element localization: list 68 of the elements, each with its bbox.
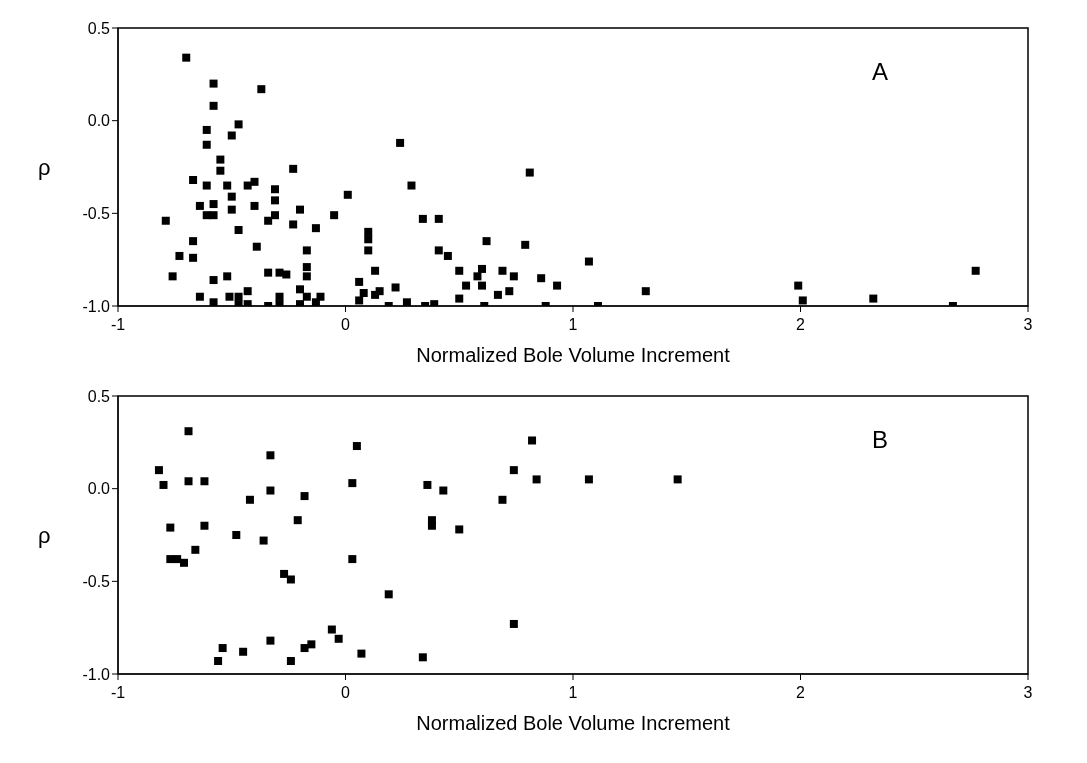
point [191,545,200,554]
point [498,495,507,504]
point [352,442,361,451]
point [154,466,163,475]
x-axis-title: Normalized Bole Volume Increment [416,712,731,734]
point [232,531,241,539]
point [239,647,248,656]
point [266,451,275,460]
x-tick-label: 1 [568,684,578,701]
point [439,486,448,495]
point [455,525,464,534]
x-tick-label: 2 [796,684,806,701]
x-tick-label: 0 [341,684,351,701]
point [532,475,541,484]
point [179,558,188,567]
point [166,523,175,532]
x-tick-label: 3 [1023,684,1033,701]
point [584,475,593,484]
point [280,569,289,578]
point [357,649,366,658]
point [300,492,309,501]
point [327,625,336,634]
point [348,479,357,488]
point [184,477,193,486]
point [245,495,254,504]
point [293,516,302,525]
annotation: A [871,58,888,86]
x-axis-title: Normalized Bole Volume Increment [416,344,731,366]
point [427,521,436,530]
point [266,636,275,645]
point [259,536,268,545]
point [509,466,518,475]
point [509,619,518,628]
x-tick-label: 1 [568,316,578,333]
y-axis-title: ρ [38,522,51,548]
y-tick-label: -1.0 [82,297,111,315]
x-tick-label: 0 [341,316,351,333]
point [334,634,343,643]
point [266,486,275,495]
point [184,427,193,436]
point [286,657,295,666]
point [423,480,432,489]
point [528,436,537,445]
x-tick-label: -1 [110,684,126,701]
point [286,575,295,584]
x-tick-label: 2 [796,316,806,333]
y-tick-label: 0.0 [87,112,111,130]
y-tick-label: 0.5 [87,387,111,405]
point [200,477,209,486]
point [173,555,182,564]
point [348,555,357,564]
point [218,644,227,653]
x-tick-label: 3 [1023,316,1033,333]
point [384,590,393,599]
point [159,480,168,489]
point [418,653,427,662]
y-tick-label: -1.0 [82,665,111,683]
annotation: B [871,426,888,454]
point [214,657,223,666]
y-tick-label: -0.5 [82,573,111,591]
x-tick-label: -1 [110,316,126,333]
point [307,640,316,649]
point [200,521,209,530]
y-tick-label: -0.5 [82,205,111,223]
point [673,475,682,484]
y-axis-title: ρ [38,154,51,180]
y-tick-label: 0.0 [87,480,111,498]
y-tick-label: 0.5 [87,19,111,37]
